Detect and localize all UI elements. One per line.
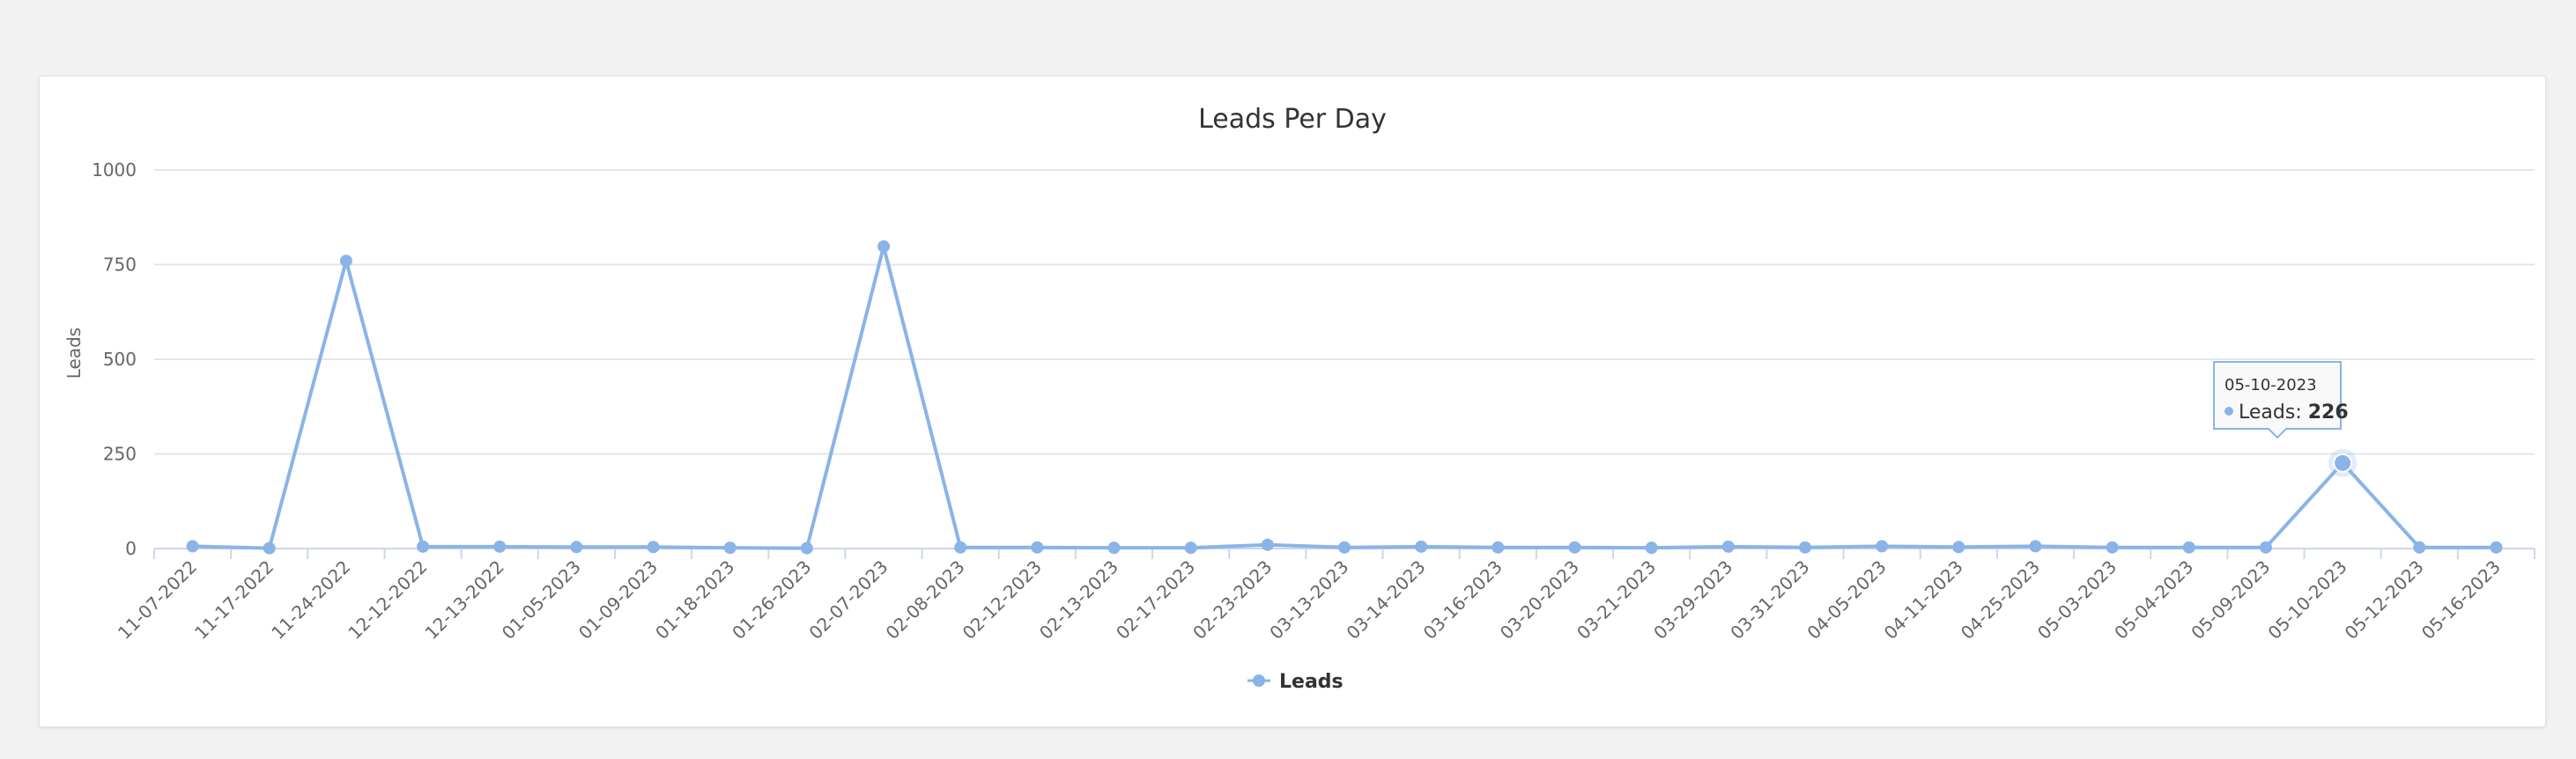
x-tick-label: 01-26-2023 (728, 556, 815, 644)
x-tick-label: 02-12-2023 (959, 556, 1046, 644)
data-point[interactable] (1107, 542, 1121, 555)
x-tick-label: 01-18-2023 (651, 556, 738, 644)
x-tick-label: 03-16-2023 (1419, 556, 1506, 644)
legend[interactable]: Leads (1247, 671, 1344, 693)
y-tick-label: 500 (103, 349, 137, 370)
x-tick-label: 02-08-2023 (882, 556, 969, 644)
x-tick-label: 03-29-2023 (1649, 556, 1736, 644)
data-point[interactable] (493, 540, 507, 553)
x-tick-label: 03-21-2023 (1573, 556, 1660, 644)
leads-per-day-chart: Leads Per Day 0 250 500 750 1000 Leads 11-07… (63, 104, 2535, 693)
x-tick-label: 05-03-2023 (2033, 556, 2121, 644)
x-tick-label: 03-31-2023 (1726, 556, 1813, 644)
x-tick-label: 11-17-2022 (190, 556, 278, 644)
legend-label: Leads (1279, 671, 1344, 693)
x-tick-label: 12-13-2022 (421, 556, 508, 644)
y-axis: 0 250 500 750 1000 (92, 159, 137, 559)
y-tick-label: 750 (103, 254, 137, 276)
data-point[interactable] (1492, 541, 1505, 554)
x-tick-label: 01-09-2023 (574, 556, 662, 644)
x-tick-label: 01-05-2023 (498, 556, 585, 644)
data-point[interactable] (877, 239, 891, 253)
x-tick-label: 03-14-2023 (1343, 556, 1430, 644)
legend-marker (1253, 674, 1265, 687)
x-tick-label: 05-10-2023 (2263, 556, 2350, 644)
data-point[interactable] (1184, 542, 1197, 555)
series-line (192, 244, 2497, 550)
data-point[interactable] (1721, 540, 1735, 553)
chart-title: Leads Per Day (1198, 104, 1387, 135)
x-tick-label: 03-20-2023 (1496, 556, 1583, 644)
x-tick-label: 02-07-2023 (804, 556, 892, 644)
data-point[interactable] (723, 542, 737, 555)
data-point[interactable] (2106, 541, 2119, 554)
y-tick-label: 0 (125, 538, 137, 559)
data-point[interactable] (1031, 541, 1044, 554)
data-point[interactable] (1876, 540, 1889, 553)
x-tick-label: 02-17-2023 (1112, 556, 1199, 644)
x-tick-label: 04-11-2023 (1880, 556, 1967, 644)
data-point[interactable] (2029, 540, 2042, 553)
data-point[interactable] (263, 542, 276, 555)
x-tick-label: 12-12-2022 (344, 556, 431, 644)
data-point[interactable] (2490, 541, 2503, 554)
tooltip-box (2213, 361, 2342, 439)
series-leads[interactable] (186, 239, 2503, 555)
data-point[interactable] (570, 541, 583, 554)
x-tick-label: 05-12-2023 (2341, 556, 2428, 644)
tooltip-marker (2224, 407, 2233, 416)
data-point[interactable] (1645, 542, 1658, 555)
y-grid (154, 169, 2535, 455)
data-point[interactable] (1568, 541, 1581, 554)
chart-card: Leads Per Day 0 250 500 750 1000 Leads 11-07… (39, 76, 2546, 727)
data-point[interactable] (339, 254, 352, 268)
y-tick-label: 250 (103, 444, 137, 465)
x-tick-label: 05-09-2023 (2187, 556, 2274, 644)
tooltip-date: 05-10-2023 (2224, 376, 2317, 394)
y-axis-title: Leads (63, 328, 85, 379)
x-tick-label: 02-23-2023 (1188, 556, 1276, 644)
data-point[interactable] (954, 541, 967, 554)
x-tick-label: 02-13-2023 (1035, 556, 1122, 644)
x-tick-label: 11-24-2022 (267, 556, 354, 644)
x-tick-label: 11-07-2022 (114, 556, 201, 644)
data-point[interactable] (800, 542, 813, 555)
data-point[interactable] (1952, 541, 1965, 554)
tooltip-label: Leads: (2239, 402, 2308, 424)
data-point[interactable] (647, 541, 660, 554)
y-tick-label: 1000 (92, 159, 137, 181)
data-point[interactable] (2413, 541, 2426, 554)
data-point[interactable] (1798, 541, 1811, 554)
x-tick-label: 04-05-2023 (1803, 556, 1891, 644)
data-point[interactable] (1415, 540, 1428, 553)
data-point[interactable] (417, 540, 430, 553)
data-point[interactable] (186, 540, 199, 553)
x-axis: 11-07-202211-17-202211-24-202212-12-2022… (114, 548, 2535, 644)
tooltip-value-row: Leads: 226 (2239, 402, 2349, 424)
x-tick-label: 04-25-2023 (1957, 556, 2044, 644)
x-tick-label: 05-16-2023 (2417, 556, 2505, 644)
data-point[interactable] (1338, 541, 1351, 554)
data-point[interactable] (1261, 538, 1274, 551)
data-point-hover[interactable] (2333, 453, 2353, 473)
tooltip-value: 226 (2308, 402, 2349, 424)
x-tick-label: 05-04-2023 (2110, 556, 2197, 644)
data-point[interactable] (2182, 541, 2195, 554)
data-point[interactable] (2259, 541, 2272, 554)
tooltip: 05-10-2023 Leads: 226 (2213, 361, 2349, 439)
x-tick-label: 03-13-2023 (1265, 556, 1352, 644)
